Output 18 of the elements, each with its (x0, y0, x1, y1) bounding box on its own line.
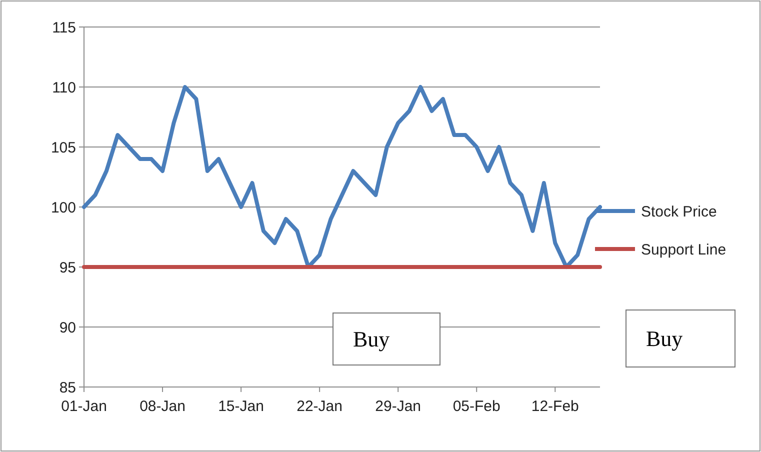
y-tick-label: 95 (59, 259, 76, 276)
x-tick-label: 08-Jan (140, 398, 186, 415)
y-tick-label: 115 (52, 19, 76, 36)
legend-label: Stock Price (641, 203, 717, 220)
y-tick-label: 110 (52, 79, 76, 96)
x-tick-label: 29-Jan (375, 398, 422, 415)
annotation: Buy (353, 326, 390, 352)
y-tick-label: 85 (59, 379, 76, 396)
x-tick-label: 01-Jan (61, 398, 107, 415)
x-tick-label: 05-Feb (452, 398, 500, 415)
text: Buy (646, 326, 683, 352)
x-tick-label: 12-Feb (531, 398, 579, 415)
x-tick-label: 22-Jan (296, 398, 343, 415)
legend-label: Support Line (641, 241, 726, 258)
x-tick-label: 15-Jan (218, 398, 264, 415)
y-tick-label: 90 (59, 319, 76, 336)
y-tick-label: 100 (50, 199, 76, 216)
y-tick-label: 105 (50, 139, 76, 156)
